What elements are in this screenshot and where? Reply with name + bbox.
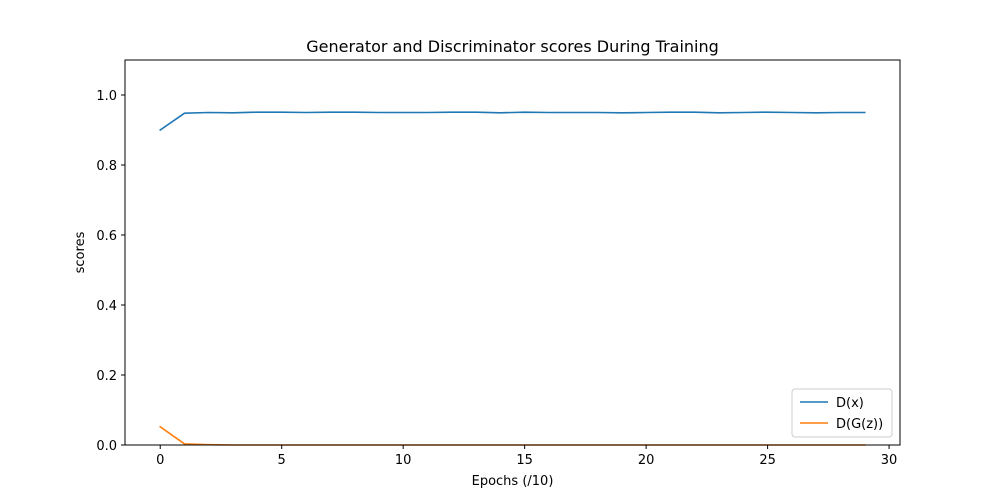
x-tick-label: 10 xyxy=(395,453,412,468)
legend: D(x) D(G(z)) xyxy=(791,388,893,438)
x-tick-label: 25 xyxy=(759,453,776,468)
y-tick-label: 0.6 xyxy=(96,229,117,244)
y-tick-label: 0.8 xyxy=(96,159,117,174)
y-tick-label: 0.2 xyxy=(96,369,117,384)
legend-box xyxy=(791,388,893,438)
x-tick-label: 20 xyxy=(638,453,655,468)
legend-label-1: D(G(z)) xyxy=(836,417,883,432)
x-tick-label: 5 xyxy=(278,453,286,468)
x-tick-label: 0 xyxy=(156,453,164,468)
y-tick-label: 0.0 xyxy=(96,439,117,454)
x-axis-label: Epochs (/10) xyxy=(472,474,554,489)
y-tick-label: 1.0 xyxy=(96,89,117,104)
series-line-0 xyxy=(159,111,866,132)
x-tick-label: 15 xyxy=(516,453,533,468)
legend-label-0: D(x) xyxy=(836,396,864,411)
y-tick-label: 0.4 xyxy=(96,299,117,314)
plot-frame xyxy=(124,59,901,446)
y-axis-label: scores xyxy=(73,231,88,273)
axis-ticks: 0 5 10 15 20 25 30 0.0 0.2 0.4 0.6 0.8 1.0 xyxy=(96,89,897,468)
x-tick-label: 30 xyxy=(881,453,898,468)
chart-title: Generator and Discriminator scores Durin… xyxy=(306,37,719,56)
